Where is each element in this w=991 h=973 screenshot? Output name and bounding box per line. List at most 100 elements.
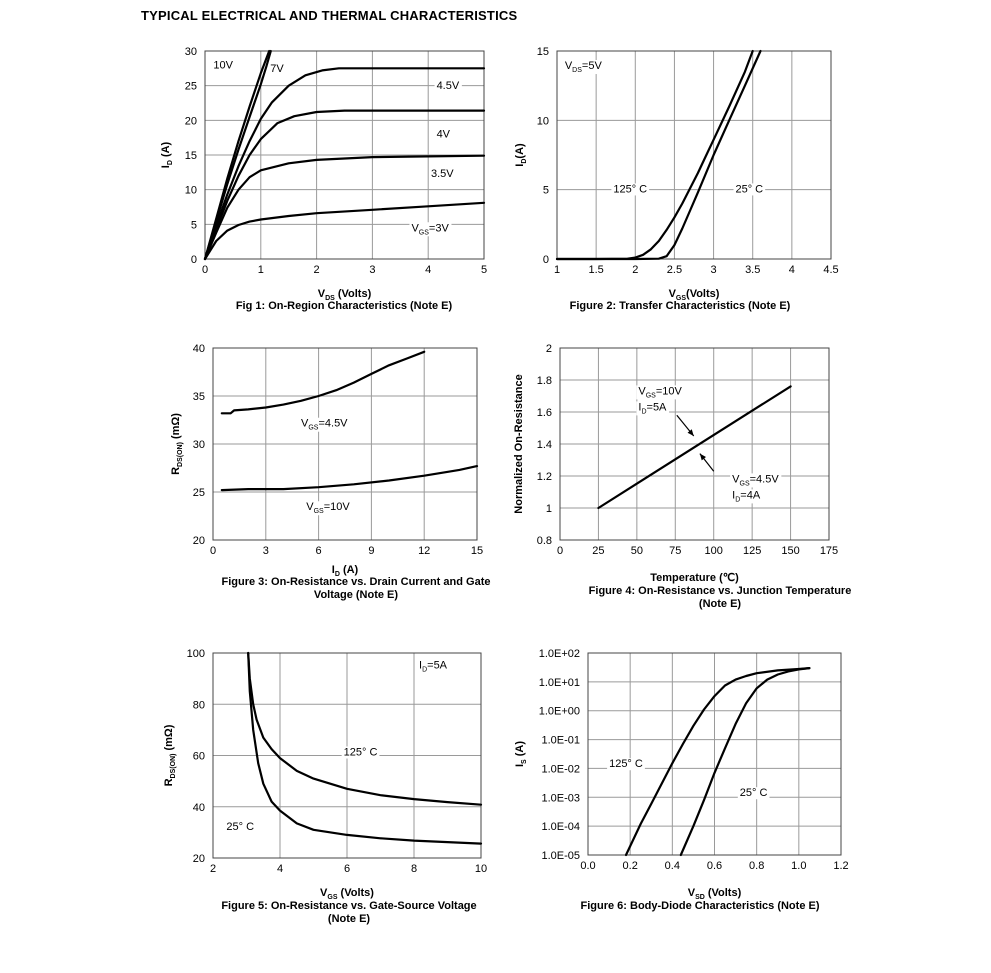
y-tick-label: 1.0E-02 — [541, 763, 580, 775]
plot-frame — [212, 652, 482, 859]
y-tick-label: 20 — [193, 535, 205, 547]
annotation-label: 25° C — [740, 787, 768, 799]
y-tick-label: 40 — [193, 343, 205, 355]
annotation-bg — [211, 59, 236, 72]
annotation-label: VDS=5V — [565, 60, 603, 74]
x-tick-label: 0.0 — [580, 860, 595, 872]
annotation-label: 25° C — [226, 821, 254, 833]
x-tick-label: 125 — [743, 545, 761, 557]
annotation-label: 10V — [213, 59, 233, 71]
figure-caption: Figure 2: Transfer Characteristics (Note… — [570, 300, 791, 312]
y-tick-label: 100 — [187, 648, 205, 660]
annotation-label: 125° C — [609, 758, 643, 770]
figure-caption: (Note E) — [328, 913, 371, 925]
series-line — [203, 109, 486, 261]
annotation-bg — [224, 820, 257, 833]
y-tick-label: 30 — [193, 439, 205, 451]
annotation-bg — [304, 501, 353, 516]
annotation-label: 3.5V — [431, 168, 454, 180]
annotation-label: VGS=4.5V — [732, 473, 779, 487]
x-tick-label: 0 — [210, 545, 216, 557]
series-line — [679, 666, 811, 857]
y-tick-label: 25 — [185, 81, 197, 93]
annotation-bg — [428, 168, 457, 181]
x-axis-label: ID (A) — [332, 564, 359, 578]
x-tick-label: 1 — [554, 264, 560, 276]
annotation-label: 4.5V — [437, 80, 460, 92]
x-axis-label: VGS(Volts) — [669, 288, 720, 302]
series-line — [247, 651, 483, 845]
x-tick-label: 8 — [411, 863, 417, 875]
x-tick-label: 0 — [202, 264, 208, 276]
y-tick-label: 5 — [543, 185, 549, 197]
y-tick-label: 10 — [185, 185, 197, 197]
y-tick-label: 10 — [537, 115, 549, 127]
x-tick-label: 6 — [316, 545, 322, 557]
y-tick-label: 1.0E+00 — [539, 706, 580, 718]
y-axis-label: Normalized On-Resistance — [513, 374, 525, 513]
y-axis-label: ID (A) — [160, 141, 174, 168]
x-tick-label: 4 — [425, 264, 431, 276]
series-line — [220, 465, 479, 492]
series-line — [624, 666, 811, 857]
fig3-chart: 0 3 6 9 12 15 20 25 30 35 40 VGS=4.5V VGS=10V ID (A) R… — [170, 343, 490, 601]
annotation-label: 125° C — [344, 747, 378, 759]
x-tick-label: 1.5 — [588, 264, 603, 276]
y-tick-label: 5 — [191, 219, 197, 231]
y-tick-label: 0.8 — [537, 535, 552, 547]
x-tick-label: 4 — [277, 863, 283, 875]
y-axis-label: RDS(ON) (mΩ) — [163, 724, 177, 786]
x-tick-label: 100 — [705, 545, 723, 557]
annotation-bg — [268, 62, 287, 75]
figure-caption: Voltage (Note E) — [314, 589, 398, 601]
figure-caption: Figure 5: On-Resistance vs. Gate-Source … — [221, 900, 476, 912]
y-tick-label: 1 — [546, 503, 552, 515]
x-tick-label: 3 — [369, 264, 375, 276]
x-axis-label: VDS (Volts) — [318, 288, 372, 302]
plot-frame — [556, 50, 832, 260]
fig4-chart: 0 25 50 75 100 125 150 175 0.8 1 1.2 1.4 1.6 1.8 2 VGS=… — [513, 343, 851, 610]
annotation-label: VGS=3V — [411, 222, 449, 236]
x-tick-label: 2 — [314, 264, 320, 276]
arrow-head — [699, 453, 707, 461]
x-tick-label: 2 — [632, 264, 638, 276]
y-tick-label: 0 — [191, 254, 197, 266]
annotation-bg — [417, 659, 450, 674]
figure-caption: (Note E) — [699, 598, 742, 610]
x-tick-label: 12 — [418, 545, 430, 557]
y-tick-label: 80 — [193, 699, 205, 711]
x-tick-label: 6 — [344, 863, 350, 875]
annotation-label: ID=5A — [638, 401, 667, 415]
annotation-label: VGS=10V — [638, 385, 682, 399]
x-tick-label: 0.4 — [665, 860, 680, 872]
x-tick-label: 0.8 — [749, 860, 764, 872]
annotation-bg — [562, 60, 605, 75]
annotation-label: 25° C — [735, 183, 763, 195]
annotation-bg — [636, 385, 685, 400]
figure-caption: Fig 1: On-Region Characteristics (Note E… — [236, 300, 453, 312]
x-tick-label: 5 — [481, 264, 487, 276]
x-tick-label: 50 — [631, 545, 643, 557]
y-tick-label: 1.8 — [537, 375, 552, 387]
x-tick-label: 1 — [258, 264, 264, 276]
page-title: TYPICAL ELECTRICAL AND THERMAL CHARACTER… — [141, 8, 518, 23]
y-tick-label: 1.0E-04 — [541, 821, 580, 833]
annotation-label: ID=4A — [732, 489, 761, 503]
plot-frame — [212, 347, 478, 541]
series-line — [203, 67, 486, 261]
series-line — [203, 49, 272, 261]
y-tick-label: 20 — [185, 115, 197, 127]
annotation-label: VGS=4.5V — [301, 418, 348, 432]
x-tick-label: 175 — [820, 545, 838, 557]
fig6-chart: 0.0 0.2 0.4 0.6 0.8 1.0 1.2 1.0E-05 1.0E-04 1.0E-… — [514, 648, 849, 912]
annotation-bg — [636, 401, 670, 416]
y-tick-label: 30 — [185, 46, 197, 58]
annotation-label: ID=5A — [419, 659, 448, 673]
x-tick-label: 25 — [592, 545, 604, 557]
fig1-chart: 0 1 2 3 4 5 0 5 10 15 20 25 30 10V 7V 4.5V 4V 3.5V VGS=3V V… — [160, 46, 487, 312]
annotation-bg — [611, 183, 650, 196]
annotation-label: 4V — [437, 129, 451, 141]
fig2-chart: 1 1.5 2 2.5 3 3.5 4 4.5 0 5 10 15 VDS=5V 125° C 25° C V… — [514, 46, 839, 312]
figure-caption: Figure 4: On-Resistance vs. Junction Tem… — [589, 585, 852, 597]
series-line — [203, 154, 486, 261]
